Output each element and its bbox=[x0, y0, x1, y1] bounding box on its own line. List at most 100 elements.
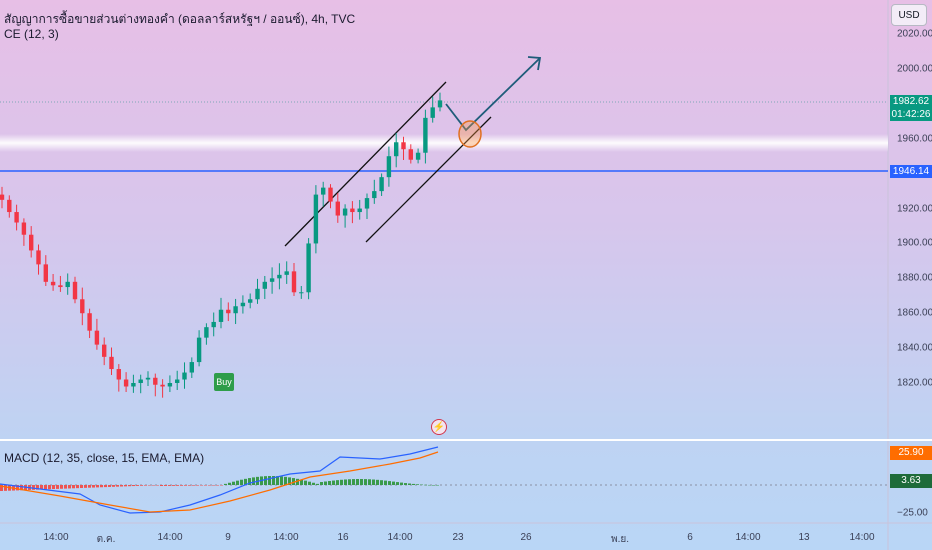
macd-bar bbox=[196, 485, 199, 486]
currency-button[interactable]: USD bbox=[891, 4, 927, 26]
candle-body bbox=[335, 201, 340, 216]
candle-body bbox=[145, 377, 151, 380]
arrow-head bbox=[527, 56, 542, 71]
candle-body bbox=[248, 299, 253, 303]
macd-bar bbox=[140, 485, 143, 486]
macd-bar bbox=[284, 476, 287, 485]
macd-bar bbox=[240, 479, 243, 485]
macd-bar bbox=[168, 485, 171, 486]
candle-body bbox=[357, 208, 362, 213]
candle-body bbox=[102, 344, 107, 357]
macd-bar bbox=[404, 483, 407, 485]
candle-body bbox=[7, 199, 12, 213]
macd-bar bbox=[396, 482, 399, 485]
candle-body bbox=[218, 309, 224, 322]
signal-line bbox=[0, 451, 439, 513]
macd-bar bbox=[368, 479, 371, 485]
macd-bar bbox=[224, 483, 227, 485]
candles bbox=[0, 92, 443, 398]
macd-bar bbox=[424, 484, 427, 486]
macd-bar bbox=[76, 485, 79, 489]
candle-body bbox=[0, 194, 5, 200]
macd-bar bbox=[104, 485, 107, 488]
macd-bar bbox=[392, 481, 395, 485]
candle-body bbox=[123, 379, 129, 387]
macd-bar bbox=[336, 480, 339, 485]
macd-bar bbox=[376, 479, 379, 485]
macd-bar bbox=[188, 485, 191, 486]
indicator-legend[interactable]: CE (12, 3) bbox=[4, 27, 59, 41]
time-tick: 23 bbox=[452, 532, 464, 543]
macd-bar bbox=[372, 479, 375, 485]
macd-bar bbox=[72, 485, 75, 489]
price-tick: 1840.00 bbox=[897, 342, 932, 354]
projection-arrow bbox=[445, 57, 541, 132]
candle-body bbox=[36, 250, 41, 265]
macd-bar bbox=[156, 485, 159, 486]
channel-upper-line bbox=[284, 81, 447, 247]
macd-bar bbox=[220, 485, 223, 486]
macd-bar bbox=[356, 479, 359, 485]
macd-bar bbox=[132, 485, 135, 487]
channel-lower-line bbox=[365, 116, 492, 243]
macd-bar bbox=[364, 479, 367, 485]
price-tick: 2000.00 bbox=[897, 63, 932, 75]
time-tick: 14:00 bbox=[273, 532, 299, 543]
macd-line bbox=[0, 446, 439, 514]
macd-bar bbox=[184, 485, 187, 486]
macd-bar bbox=[316, 483, 319, 485]
time-tick: 14:00 bbox=[157, 532, 183, 543]
candle-body bbox=[167, 383, 173, 387]
macd-bar bbox=[68, 485, 71, 489]
macd-bar bbox=[112, 485, 115, 487]
macd-bar bbox=[272, 476, 275, 485]
candle-body bbox=[277, 274, 282, 279]
price-tick: 1880.00 bbox=[897, 272, 932, 284]
macd-bar bbox=[428, 484, 431, 486]
macd-bar bbox=[32, 485, 35, 490]
candle-body bbox=[29, 234, 34, 251]
macd-bar bbox=[0, 485, 3, 491]
macd-bar bbox=[388, 481, 391, 485]
time-tick: 13 bbox=[798, 532, 810, 543]
macd-bar bbox=[320, 482, 323, 485]
candle-body bbox=[313, 194, 319, 244]
line-price-tag: 1946.14 bbox=[890, 165, 932, 178]
candle-body bbox=[116, 369, 121, 380]
candle-body bbox=[233, 306, 238, 314]
zone-band bbox=[0, 134, 888, 152]
macd-bar bbox=[360, 479, 363, 485]
candle-body bbox=[321, 187, 326, 195]
macd-bar bbox=[216, 485, 219, 486]
macd-bar bbox=[268, 476, 271, 485]
macd-bar bbox=[308, 481, 311, 485]
candle-body bbox=[350, 208, 355, 213]
candle-body bbox=[50, 281, 56, 286]
macd-bar bbox=[280, 476, 283, 485]
macd-bar bbox=[108, 485, 111, 487]
price-tick: 1960.00 bbox=[897, 133, 932, 145]
time-tick: 16 bbox=[337, 532, 349, 543]
macd-bar bbox=[36, 485, 39, 490]
macd-bar bbox=[296, 478, 299, 485]
buy-signal-label: Buy bbox=[214, 373, 234, 391]
macd-bar bbox=[80, 485, 83, 488]
macd-bar bbox=[228, 482, 231, 485]
macd-bar bbox=[20, 485, 23, 491]
macd-bar bbox=[288, 477, 291, 485]
macd-bar bbox=[160, 485, 163, 486]
candle-body bbox=[394, 142, 399, 157]
macd-bar bbox=[208, 485, 211, 486]
macd-legend[interactable]: MACD (12, 35, close, 15, EMA, EMA) bbox=[4, 451, 205, 465]
candle-body bbox=[328, 187, 333, 202]
lightning-icon[interactable]: ⚡ bbox=[431, 419, 447, 435]
time-tick: 14:00 bbox=[387, 532, 413, 543]
macd-bar bbox=[348, 479, 351, 485]
macd-bar bbox=[116, 485, 119, 487]
macd-bar bbox=[152, 485, 155, 486]
time-tick: ต.ค. bbox=[96, 534, 116, 545]
macd-bar bbox=[252, 477, 255, 485]
candle-body bbox=[72, 281, 78, 300]
macd-bar bbox=[416, 484, 419, 485]
